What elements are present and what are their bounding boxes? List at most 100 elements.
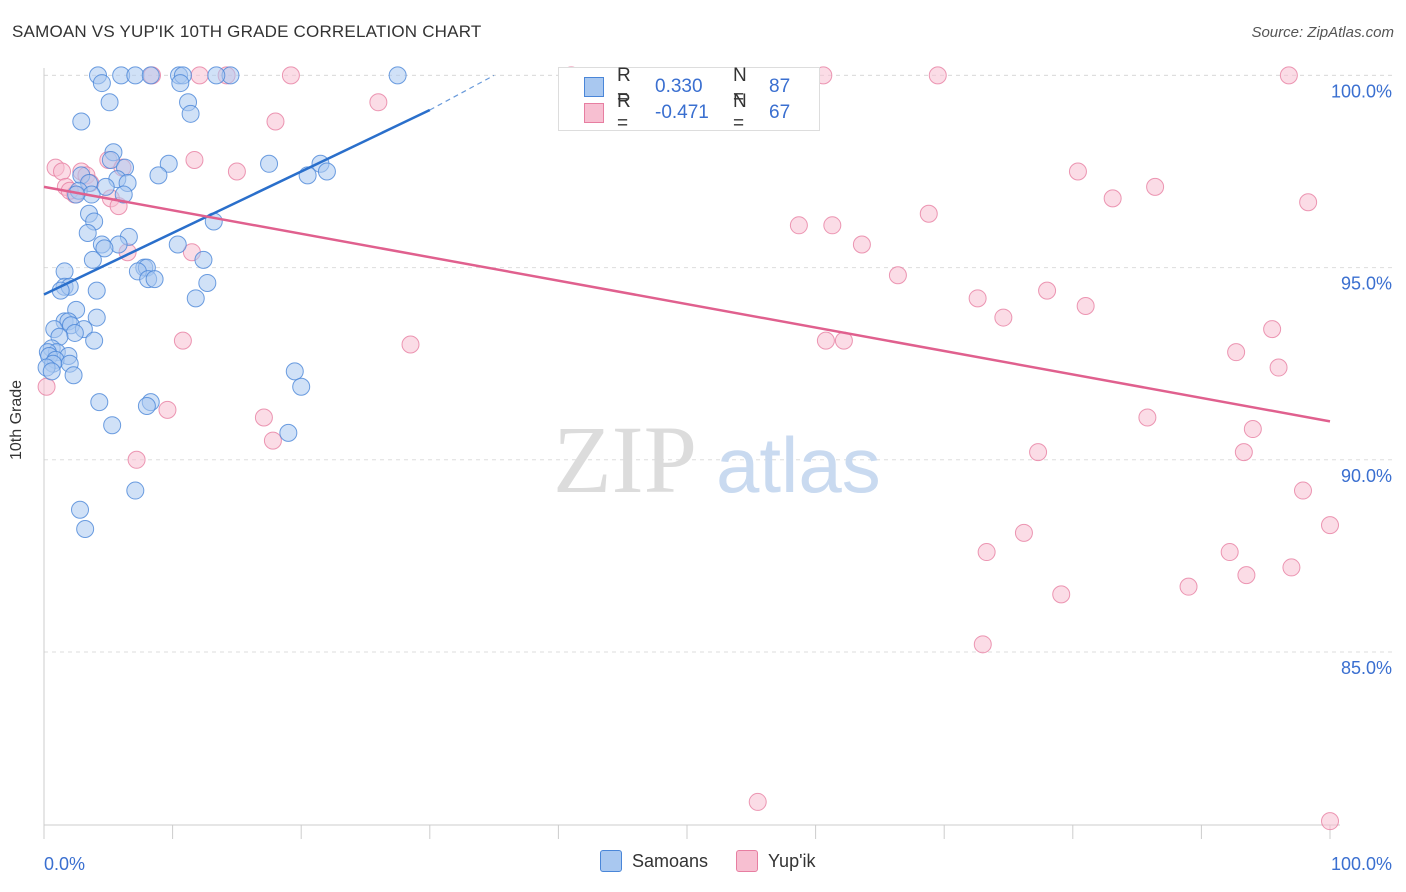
yupik-point <box>1138 408 1157 427</box>
samoans-point <box>87 308 106 327</box>
samoans-point <box>78 223 97 242</box>
samoans-point <box>100 93 119 112</box>
series-legend: Samoans Yup'ik <box>600 850 816 872</box>
yupik-point <box>127 450 146 469</box>
samoans-point <box>87 281 106 300</box>
yupik-point <box>37 377 56 396</box>
trend-lines <box>43 74 1331 423</box>
legend-item-samoans[interactable]: Samoans <box>600 850 708 872</box>
watermark-atlas: atlas <box>716 421 881 509</box>
yupik-point <box>1243 420 1262 439</box>
samoans-point <box>126 66 145 85</box>
yupik-point <box>1029 443 1048 462</box>
yupik-point <box>1146 177 1165 196</box>
tick-labels: 85.0% 90.0% 95.0% 100.0% 0.0% 100.0% <box>44 81 1392 874</box>
samoans-point <box>141 66 160 85</box>
correlation-legend: R = 0.330 N = 87 R = -0.471 N = 67 <box>558 65 820 134</box>
samoans-point <box>198 273 217 292</box>
yupik-point <box>1282 558 1301 577</box>
samoans-point <box>149 166 168 185</box>
yupik-point <box>1269 358 1288 377</box>
y-tick-label: 85.0% <box>1341 658 1392 678</box>
legend-label-yupik: Yup'ik <box>768 850 816 871</box>
samoans-n-value: 87 <box>769 76 791 97</box>
yupik-point <box>158 400 177 419</box>
yupik-point <box>888 266 907 285</box>
yupik-point <box>227 162 246 181</box>
samoans-trend-line <box>43 108 431 296</box>
samoans-point <box>207 66 226 85</box>
watermark: ZIP atlas <box>553 406 881 513</box>
yupik-r-label: R = <box>617 91 631 134</box>
yupik-point <box>1179 577 1198 596</box>
yupik-point <box>185 150 204 169</box>
samoans-point <box>71 500 90 519</box>
legend-label-samoans: Samoans <box>632 850 709 871</box>
samoans-point <box>96 177 115 196</box>
samoans-point <box>42 362 61 381</box>
yupik-point <box>1293 481 1312 500</box>
yupik-point <box>1038 281 1057 300</box>
y-tick-label: 100.0% <box>1331 81 1392 101</box>
samoans-point <box>260 154 279 173</box>
samoans-point <box>55 262 74 281</box>
yupik-point <box>1076 297 1095 316</box>
samoans-point <box>292 377 311 396</box>
yupik-point <box>919 204 938 223</box>
samoans-point <box>317 162 336 181</box>
yupik-r-value: -0.471 <box>655 102 709 123</box>
yupik-swatch <box>584 103 604 123</box>
yupik-point <box>1237 566 1256 585</box>
yupik-point <box>190 66 209 85</box>
samoans-point <box>171 74 190 93</box>
yupik-point <box>1321 812 1339 831</box>
source-label: Source: ZipAtlas.com <box>1251 24 1394 41</box>
yupik-point <box>173 331 192 350</box>
samoans-point <box>76 519 95 538</box>
yupik-point <box>994 308 1013 327</box>
samoans-point <box>168 235 187 254</box>
yupik-points <box>37 66 1339 831</box>
samoans-point <box>65 323 84 342</box>
samoans-point <box>159 154 178 173</box>
yupik-point <box>1220 543 1239 562</box>
samoans-point <box>83 250 102 269</box>
yupik-point <box>1234 443 1253 462</box>
yupik-point <box>1299 193 1318 212</box>
yupik-point <box>789 216 808 235</box>
yupik-trend-line <box>43 185 1331 423</box>
yupik-point <box>1103 189 1122 208</box>
samoans-point <box>85 331 104 350</box>
samoans-point <box>186 289 205 308</box>
yupik-point <box>1321 516 1339 535</box>
yupik-point <box>1279 66 1298 85</box>
samoans-point <box>64 366 83 385</box>
yupik-point <box>973 635 992 654</box>
yupik-point <box>1263 320 1282 339</box>
yupik-point <box>852 235 871 254</box>
samoans-point <box>181 104 200 123</box>
watermark-zip: ZIP <box>553 406 697 513</box>
samoans-point <box>92 74 111 93</box>
samoans-point <box>114 185 133 204</box>
samoans-r-label: R = <box>617 65 631 108</box>
yupik-point <box>968 289 987 308</box>
samoans-point <box>126 481 145 500</box>
yupik-point <box>266 112 285 131</box>
yupik-point <box>1052 585 1071 604</box>
samoans-trend-extension <box>429 74 495 111</box>
samoans-n-label: N = <box>733 65 747 108</box>
axes <box>43 68 1340 839</box>
yupik-point <box>401 335 420 354</box>
yupik-point <box>254 408 273 427</box>
yupik-n-value: 67 <box>769 102 791 123</box>
legend-item-yupik[interactable]: Yup'ik <box>736 850 816 872</box>
samoans-legend-swatch <box>600 850 622 872</box>
yupik-point <box>369 93 388 112</box>
samoans-point <box>72 112 91 131</box>
samoans-point <box>279 423 298 442</box>
yupik-point <box>928 66 947 85</box>
samoans-point <box>90 393 109 412</box>
yupik-legend-swatch <box>736 850 759 872</box>
samoans-point <box>137 396 156 415</box>
